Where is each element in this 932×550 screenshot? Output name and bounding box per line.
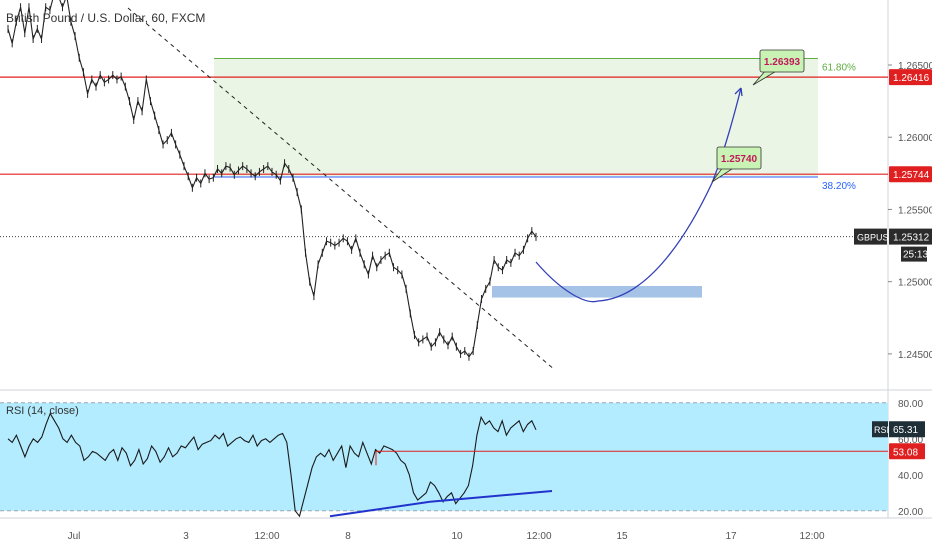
rsi-tick-label: 60.00	[898, 435, 923, 446]
rsi-value-bg	[889, 421, 925, 438]
rsi-level-tag-bg	[889, 443, 925, 460]
rsi-divergence-line-2[interactable]	[429, 490, 553, 503]
upper-resistance-tag-bg	[889, 69, 932, 86]
target-callout-upper-text: 1.26393	[764, 57, 801, 68]
time-tick-label: 3	[183, 531, 189, 542]
target-callout-lower-text: 1.25740	[721, 154, 758, 165]
descending-trendline[interactable]	[127, 7, 556, 371]
rsi-panel-title: RSI (14, close)	[6, 405, 79, 417]
current-price-text: 1.25312	[893, 233, 930, 244]
price-tick-label: 1.25000	[898, 278, 932, 289]
lower-resistance-tag: 1.25744	[889, 166, 932, 183]
price-tick-label: 1.26000	[898, 133, 932, 144]
rsi-value-text: 65.31	[893, 425, 918, 436]
time-tick-label: 17	[725, 531, 737, 542]
chart-title: British Pound / U.S. Dollar, 60, FXCM	[6, 11, 205, 25]
time-tick-label: 8	[345, 531, 351, 542]
time-tick-label: Jul	[68, 531, 81, 542]
countdown-text: 25:13	[903, 250, 928, 261]
symbol-tag-text: GBPUSD	[857, 233, 896, 243]
rsi-name-bg	[872, 421, 888, 438]
upper-resistance-tag-text: 1.26416	[893, 73, 930, 84]
lower-resistance-tag-bg	[889, 166, 932, 183]
rsi-name-text: RSI	[874, 425, 889, 435]
time-tick-label: 10	[451, 531, 463, 542]
rsi-level-tag: 53.08	[889, 443, 925, 460]
symbol-tag-bg	[854, 228, 887, 245]
rsi-line	[7, 412, 537, 518]
rsi-series	[7, 412, 888, 518]
support-zone-box[interactable]	[492, 286, 702, 298]
projection-curve[interactable]	[535, 87, 742, 303]
target-callout-lower: 1.25740	[711, 146, 762, 183]
price-tick-label: 1.24500	[898, 350, 932, 361]
current-price-bg	[889, 228, 932, 245]
rsi-divergence-line-1[interactable]	[329, 500, 431, 518]
target-callout-lower-box[interactable]	[716, 146, 762, 170]
upper-resistance-tag: 1.26416	[889, 69, 932, 86]
fibonacci-label-61-8: 61.80%	[822, 63, 856, 74]
rsi-value-tag: RSI 65.31	[872, 421, 925, 438]
projection-arrow-head[interactable]	[734, 87, 743, 97]
axes: 1.24500 1.25000 1.25500 1.26000 1.26500 20.00…	[68, 61, 932, 542]
lower-resistance-tag-text: 1.25744	[893, 170, 930, 181]
rsi-tick-label: 40.00	[898, 471, 923, 482]
fibonacci-label-38-2: 38.20%	[822, 181, 856, 192]
price-line	[7, 0, 537, 358]
time-tick-label: 12:00	[254, 531, 279, 542]
rsi-tick-label: 20.00	[898, 507, 923, 518]
price-tick-label: 1.25500	[898, 205, 932, 216]
rsi-band	[0, 402, 888, 511]
countdown-bg	[901, 246, 927, 262]
drawing-overlays[interactable]: 61.80% 38.20% 1.25740 1.26393	[0, 7, 888, 371]
price-series	[7, 0, 537, 361]
rsi-level-tag-text: 53.08	[893, 447, 918, 458]
target-callout-upper: 1.26393	[752, 49, 805, 86]
time-tick-label: 12:00	[526, 531, 551, 542]
target-callout-upper-box[interactable]	[759, 49, 805, 73]
rsi-tick-label: 80.00	[898, 399, 923, 410]
time-tick-label: 15	[616, 531, 628, 542]
price-tick-label: 1.26500	[898, 61, 932, 72]
time-tick-label: 12:00	[799, 531, 824, 542]
